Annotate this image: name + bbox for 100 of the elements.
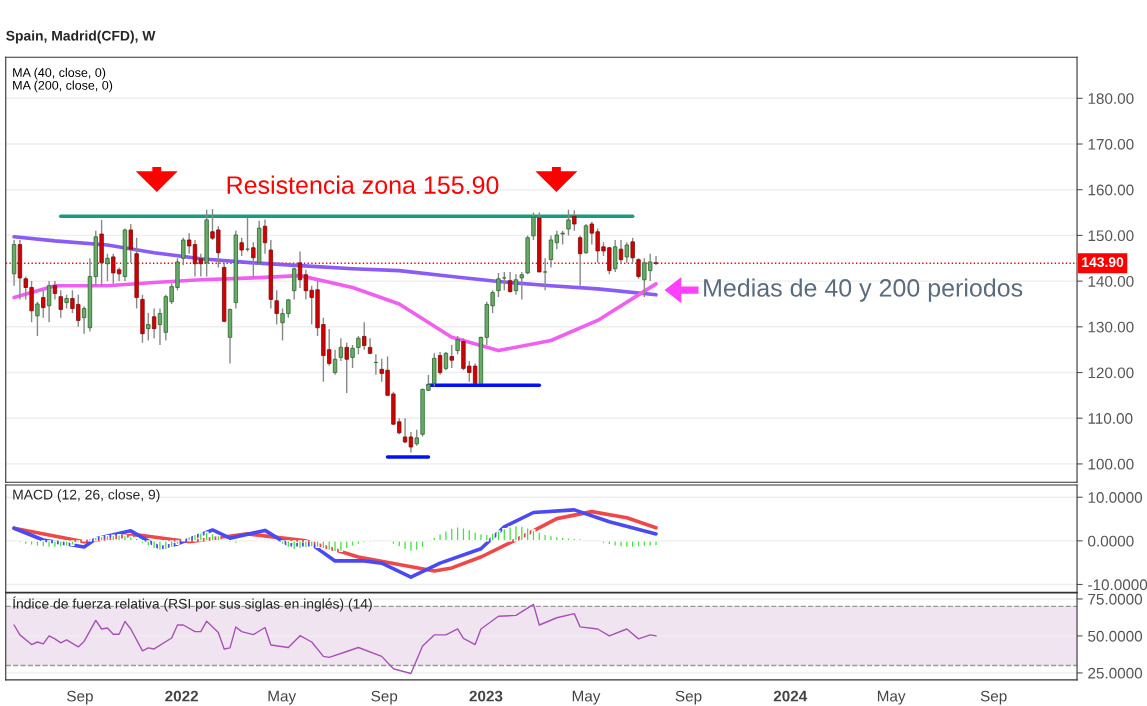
bar [303, 540, 308, 549]
x-tick-label: 2022 [165, 690, 199, 702]
bar [537, 531, 542, 542]
y-tick-label: 120.00 [1088, 367, 1134, 379]
bar [338, 540, 343, 553]
candlestick [531, 211, 536, 241]
bar [333, 540, 338, 553]
candlestick [58, 289, 63, 319]
candlestick [653, 255, 659, 266]
bar [192, 533, 198, 542]
bar [502, 527, 507, 542]
bar [432, 536, 437, 542]
candlestick [46, 280, 52, 323]
x-tick-label: 2023 [469, 690, 503, 702]
candlestick [502, 271, 507, 291]
bar [473, 531, 478, 542]
bar [438, 533, 443, 542]
bar [163, 540, 168, 551]
candlestick [239, 237, 244, 257]
candlestick [344, 342, 349, 394]
candlestick [624, 241, 630, 264]
x-tick-label: Sep [371, 690, 398, 705]
candlestick [630, 237, 635, 264]
y-tick-label: 0.0000 [1088, 535, 1134, 547]
candlestick [577, 234, 583, 287]
bar [624, 540, 629, 549]
annotation: MA (40, close, 0) [13, 67, 106, 80]
x-tick-label: May [268, 690, 297, 705]
bar [187, 535, 192, 542]
chart-title: Índice de fuerza relativa (RSI por sus siglas en inglés) (14) [13, 596, 372, 612]
ref-line-label: 143.90 [1082, 257, 1124, 268]
bar [397, 540, 402, 548]
bar [233, 540, 238, 545]
bar [613, 540, 618, 547]
candlestick [146, 312, 151, 342]
candlestick [350, 344, 355, 369]
candlestick [274, 289, 279, 326]
bar [548, 534, 554, 542]
bar [23, 540, 28, 546]
bar [93, 536, 98, 542]
bar [484, 533, 489, 542]
candlestick [408, 431, 414, 454]
y-tick-label: 170.00 [1088, 138, 1134, 150]
bar [146, 540, 151, 547]
candlestick [507, 271, 513, 294]
bar [198, 532, 203, 542]
bar [152, 540, 157, 550]
annotation: MA (200, close, 0) [13, 80, 113, 93]
candlestick [332, 348, 338, 376]
y-tick-label: 130.00 [1088, 321, 1134, 333]
candlestick [245, 217, 250, 253]
bar [327, 540, 332, 552]
candlestick [437, 351, 443, 376]
y-tick-label: 50.0000 [1088, 630, 1143, 642]
y-tick-label: 110.00 [1088, 413, 1133, 424]
bar [111, 534, 116, 542]
candlestick [356, 335, 361, 355]
candlestick [636, 257, 641, 280]
x-tick-label: May [572, 690, 601, 705]
annotation: Resistencia zona 155.90 [227, 175, 499, 194]
bar [519, 525, 524, 542]
bar [653, 540, 659, 547]
bar [449, 527, 454, 542]
bar [443, 530, 448, 542]
candlestick [613, 239, 618, 273]
bar [122, 534, 127, 542]
bar [543, 533, 548, 542]
bar [648, 540, 653, 547]
y-tick-label: 75.0000 [1088, 593, 1143, 605]
y-tick-label: 180.00 [1088, 93, 1134, 104]
candlestick [566, 209, 571, 237]
candlestick [443, 351, 449, 371]
x-tick-label: Sep [980, 690, 1007, 705]
bar [618, 540, 624, 548]
candlestick [35, 300, 40, 337]
bar [554, 535, 559, 542]
candlestick [542, 257, 548, 291]
bar [403, 540, 408, 551]
bar [513, 524, 518, 542]
annotation: Medias de 40 y 200 periodos [704, 278, 1023, 302]
bar [344, 540, 349, 550]
y-tick-label: 10.0000 [1088, 492, 1143, 503]
line-series [12, 234, 658, 297]
bar [414, 540, 419, 552]
candlestick [496, 272, 501, 298]
bar [467, 528, 472, 542]
candlestick [455, 335, 460, 355]
candlestick [251, 241, 256, 278]
candlestick [151, 307, 157, 339]
bar [298, 540, 303, 550]
chart-title: MACD (12, 26, close, 9) [13, 489, 160, 503]
bar [52, 540, 57, 549]
bar [157, 540, 162, 552]
candlestick [105, 253, 110, 282]
candlestick [618, 239, 624, 264]
candlestick [519, 271, 524, 301]
y-tick-label: -10.0000 [1088, 579, 1147, 591]
bar [117, 534, 122, 542]
chart-title: Spain, Madrid(CFD), W [6, 30, 156, 44]
candlestick [292, 266, 297, 301]
